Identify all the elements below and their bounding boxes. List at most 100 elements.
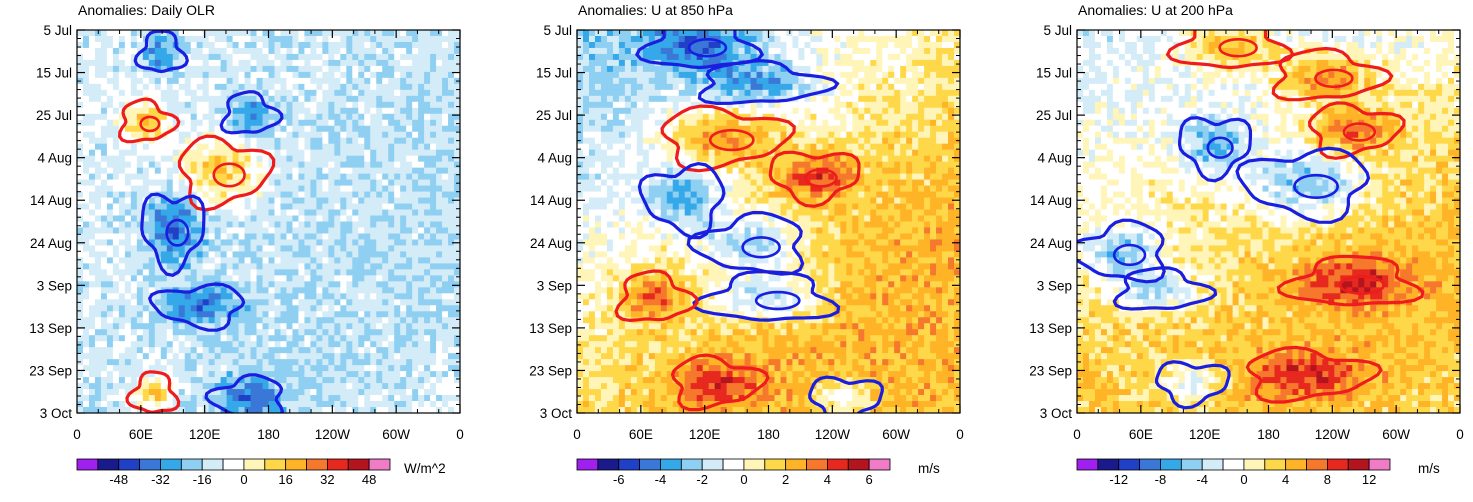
colorbar-box [1327,459,1348,470]
colorbar-box [1348,459,1369,470]
colorbar-box [598,459,619,470]
colorbar-label: -12 [1109,472,1128,487]
y-tick-label: 3 Oct [40,406,73,421]
colorbar-box [77,459,98,470]
y-tick-label: 15 Jul [536,66,572,81]
y-tick-label: 24 Aug [530,236,572,251]
colorbar-label: 6 [866,472,873,487]
x-tick-label: 120W [815,427,851,442]
colorbar-box [1202,459,1223,470]
colorbar-box [577,459,598,470]
colorbar-box [1286,459,1307,470]
colorbar-box [786,459,807,470]
colorbar-box [202,459,223,470]
colorbar-label: -48 [109,472,128,487]
x-tick-label: 0 [1456,427,1464,442]
colorbar-box [640,459,661,470]
shaded-field [577,30,961,414]
x-tick-label: 60W [1382,427,1410,442]
y-tick-label: 5 Jul [1043,23,1072,38]
y-tick-label: 25 Jul [1036,108,1072,123]
x-tick-label: 0 [956,427,964,442]
colorbar-box [1307,459,1328,470]
y-tick-label: 14 Aug [1030,193,1072,208]
y-tick-label: 23 Sep [529,363,572,378]
x-tick-label: 60E [129,427,153,442]
colorbar-box [307,459,328,470]
colorbar-label: -6 [613,472,625,487]
colorbar-label: -8 [1155,472,1167,487]
colorbar-box [1244,459,1265,470]
y-tick-label: 3 Sep [537,278,572,293]
colorbar-box [1160,459,1181,470]
colorbar-box [286,459,307,470]
x-tick-label: 120E [1189,427,1221,442]
y-tick-label: 4 Aug [37,151,72,166]
colorbar-box [660,459,681,470]
colorbar-box [681,459,702,470]
x-tick-label: 0 [573,427,581,442]
x-tick-label: 180 [257,427,280,442]
colorbar-box [827,459,848,470]
y-tick-label: 13 Sep [29,321,72,336]
colorbar-box [1265,459,1286,470]
colorbar-label: 0 [240,472,247,487]
panel-title: Anomalies: U at 200 hPa [1078,2,1233,18]
colorbar-box [1098,459,1119,470]
x-tick-label: 60E [629,427,653,442]
x-tick-label: 60W [382,427,410,442]
x-tick-label: 180 [1257,427,1280,442]
y-tick-label: 15 Jul [1036,66,1072,81]
x-tick-label: 120W [315,427,351,442]
colorbar-box [244,459,265,470]
colorbar-label: -4 [1196,472,1208,487]
colorbar-label: 16 [278,472,292,487]
colorbar-units: W/m^2 [404,461,446,476]
colorbar-box [1077,459,1098,470]
colorbar-box [98,459,119,470]
x-tick-label: 60E [1129,427,1153,442]
x-tick-label: 120W [1315,427,1351,442]
y-tick-label: 3 Sep [1037,278,1072,293]
colorbar-label: 8 [1324,472,1331,487]
y-tick-label: 13 Sep [1029,321,1072,336]
y-tick-label: 3 Oct [540,406,573,421]
colorbar-box [807,459,828,470]
x-tick-label: 120E [689,427,721,442]
y-tick-label: 13 Sep [529,321,572,336]
colorbar-label: -16 [193,472,212,487]
x-tick-label: 0 [456,427,464,442]
colorbar-box [723,459,744,470]
colorbar-box [1119,459,1140,470]
colorbar-box [619,459,640,470]
colorbar-box [848,459,869,470]
colorbar-label: 0 [740,472,747,487]
colorbar-units: m/s [918,461,940,476]
colorbar-label: -32 [151,472,170,487]
colorbar-box [160,459,181,470]
colorbar-label: 0 [1240,472,1247,487]
colorbar-box [744,459,765,470]
x-tick-label: 120E [189,427,221,442]
y-tick-label: 24 Aug [30,236,72,251]
colorbar-box [181,459,202,470]
y-tick-label: 4 Aug [537,151,572,166]
colorbar-label: 12 [1362,472,1376,487]
colorbar-box [140,459,161,470]
colorbar-box [265,459,286,470]
colorbar-label: 32 [320,472,334,487]
panel-title: Anomalies: U at 850 hPa [578,2,733,18]
colorbar-label: 2 [782,472,789,487]
x-tick-label: 180 [757,427,780,442]
colorbar-box [702,459,723,470]
colorbar-box [327,459,348,470]
y-tick-label: 25 Jul [36,108,72,123]
colorbar-box [1223,459,1244,470]
y-tick-label: 4 Aug [1037,151,1072,166]
x-tick-label: 0 [73,427,81,442]
